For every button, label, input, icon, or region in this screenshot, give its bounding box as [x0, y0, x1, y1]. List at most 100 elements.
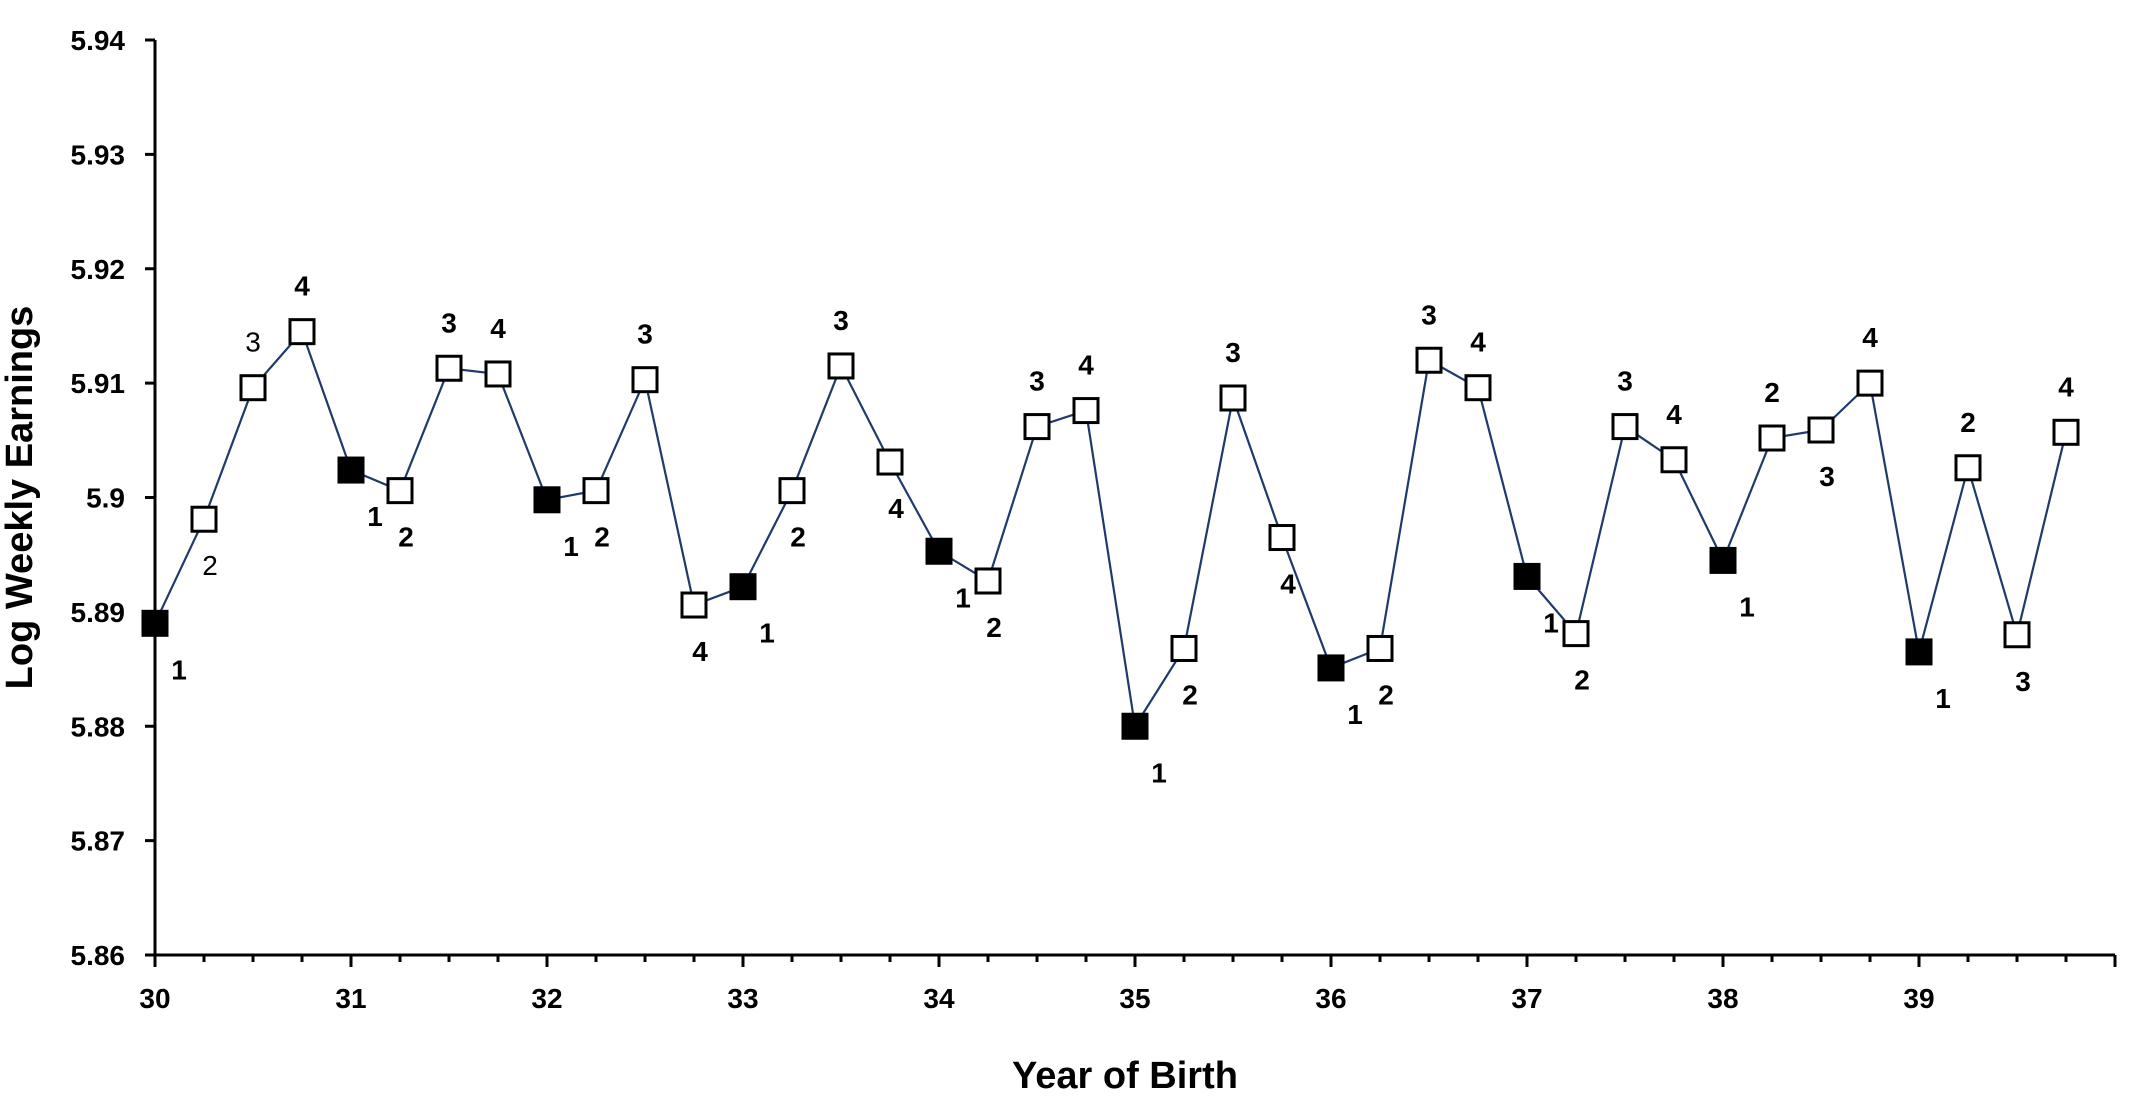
quarter-label: 1: [955, 582, 971, 613]
quarter-label: 3: [1819, 461, 1835, 492]
data-point-q1: [729, 573, 757, 601]
quarter-label: 4: [294, 271, 310, 302]
quarter-label: 4: [888, 493, 904, 524]
data-point: [2003, 621, 2031, 649]
quarter-label: 2: [594, 522, 610, 553]
data-point: [1856, 369, 1884, 397]
quarter-label: 2: [398, 522, 414, 553]
data-point: [1415, 346, 1443, 374]
y-tick-label: 5.89: [71, 597, 126, 628]
quarter-label: 3: [441, 307, 457, 338]
quarter-label: 1: [367, 501, 383, 532]
data-point: [484, 360, 512, 388]
quarter-label: 1: [1739, 591, 1755, 622]
data-point: [1366, 634, 1394, 662]
x-tick-label: 37: [1511, 983, 1542, 1014]
series-line: [154, 329, 2068, 730]
data-point: [1954, 454, 1982, 482]
quarter-label: 2: [202, 550, 218, 581]
data-point: [288, 318, 316, 346]
quarter-label: 4: [692, 636, 708, 667]
quarter-label: 3: [1421, 299, 1437, 330]
data-point: [1562, 620, 1590, 648]
x-ticks: 30 31 32 33 34 35 36 37 38 39: [139, 955, 2117, 1014]
quarter-label: 1: [1935, 683, 1951, 714]
data-point: [1170, 634, 1198, 662]
data-point: [1758, 424, 1786, 452]
data-point-q1: [533, 486, 561, 514]
x-axis-title: Year of Birth: [1012, 1055, 1238, 1097]
quarter-label: 3: [2015, 666, 2031, 697]
data-point: [827, 352, 855, 380]
quarter-label: 4: [1862, 322, 1878, 353]
markers-group: [141, 318, 2080, 740]
data-point-q1: [141, 609, 169, 637]
quarter-label: 1: [1347, 699, 1363, 730]
y-tick-label: 5.88: [71, 711, 126, 742]
data-point: [1023, 413, 1051, 441]
quarter-label: 4: [1470, 327, 1486, 358]
quarter-label: 4: [1078, 350, 1094, 381]
quarter-label: 3: [1029, 366, 1045, 397]
data-point: [582, 477, 610, 505]
x-tick-label: 34: [923, 983, 955, 1014]
x-tick-label: 30: [139, 983, 170, 1014]
quarter-label: 2: [1182, 679, 1198, 710]
y-tick-label: 5.87: [71, 826, 126, 857]
quarter-label: 1: [563, 531, 579, 562]
quarter-label: 3: [1617, 366, 1633, 397]
quarter-label: 2: [986, 612, 1002, 643]
data-point-q1: [1121, 712, 1149, 740]
y-tick-label: 5.91: [71, 368, 126, 399]
y-tick-label: 5.92: [71, 254, 126, 285]
quarter-label: 1: [1543, 607, 1559, 638]
data-point-q1: [1513, 562, 1541, 590]
y-tick-label: 5.86: [71, 940, 126, 971]
quarter-label: 2: [1960, 407, 1976, 438]
quarter-label: 3: [833, 305, 849, 336]
data-point: [631, 366, 659, 394]
quarter-label: 3: [637, 319, 653, 350]
x-tick-label: 38: [1707, 983, 1738, 1014]
data-point-q1: [1317, 654, 1345, 682]
y-tick-label: 5.9: [86, 483, 125, 514]
y-axis-title: Log Weekly Earnings: [0, 306, 41, 690]
data-point: [778, 477, 806, 505]
data-point: [435, 354, 463, 382]
data-point: [1611, 413, 1639, 441]
y-tick-label: 5.94: [71, 25, 126, 56]
x-tick-label: 31: [335, 983, 366, 1014]
quarter-label: 2: [1378, 679, 1394, 710]
x-tick-label: 35: [1119, 983, 1150, 1014]
data-point: [1219, 384, 1247, 412]
data-point: [239, 374, 267, 402]
quarter-label: 2: [1574, 665, 1590, 696]
data-point: [1660, 446, 1688, 474]
data-point-q1: [1709, 546, 1737, 574]
axes: [153, 40, 2115, 957]
data-point: [1072, 397, 1100, 425]
data-point-q1: [1905, 638, 1933, 666]
data-point: [1807, 416, 1835, 444]
quarter-label: 1: [171, 654, 187, 685]
x-tick-label: 32: [531, 983, 562, 1014]
quarter-label: 3: [245, 327, 261, 358]
quarter-label: 2: [1764, 377, 1780, 408]
data-point: [876, 448, 904, 476]
data-point: [974, 567, 1002, 595]
quarter-label: 4: [2058, 371, 2074, 402]
x-tick-label: 39: [1903, 983, 1934, 1014]
quarter-label: 1: [759, 618, 775, 649]
x-tick-label: 33: [727, 983, 758, 1014]
x-tick-label: 36: [1315, 983, 1346, 1014]
data-point: [386, 477, 414, 505]
data-point: [1268, 524, 1296, 552]
quarter-label: 2: [790, 522, 806, 553]
series-line-group: [154, 329, 2068, 730]
quarter-label: 4: [1280, 569, 1296, 600]
quarter-label: 4: [490, 313, 506, 344]
data-point-q1: [337, 456, 365, 484]
data-point-q1: [925, 537, 953, 565]
